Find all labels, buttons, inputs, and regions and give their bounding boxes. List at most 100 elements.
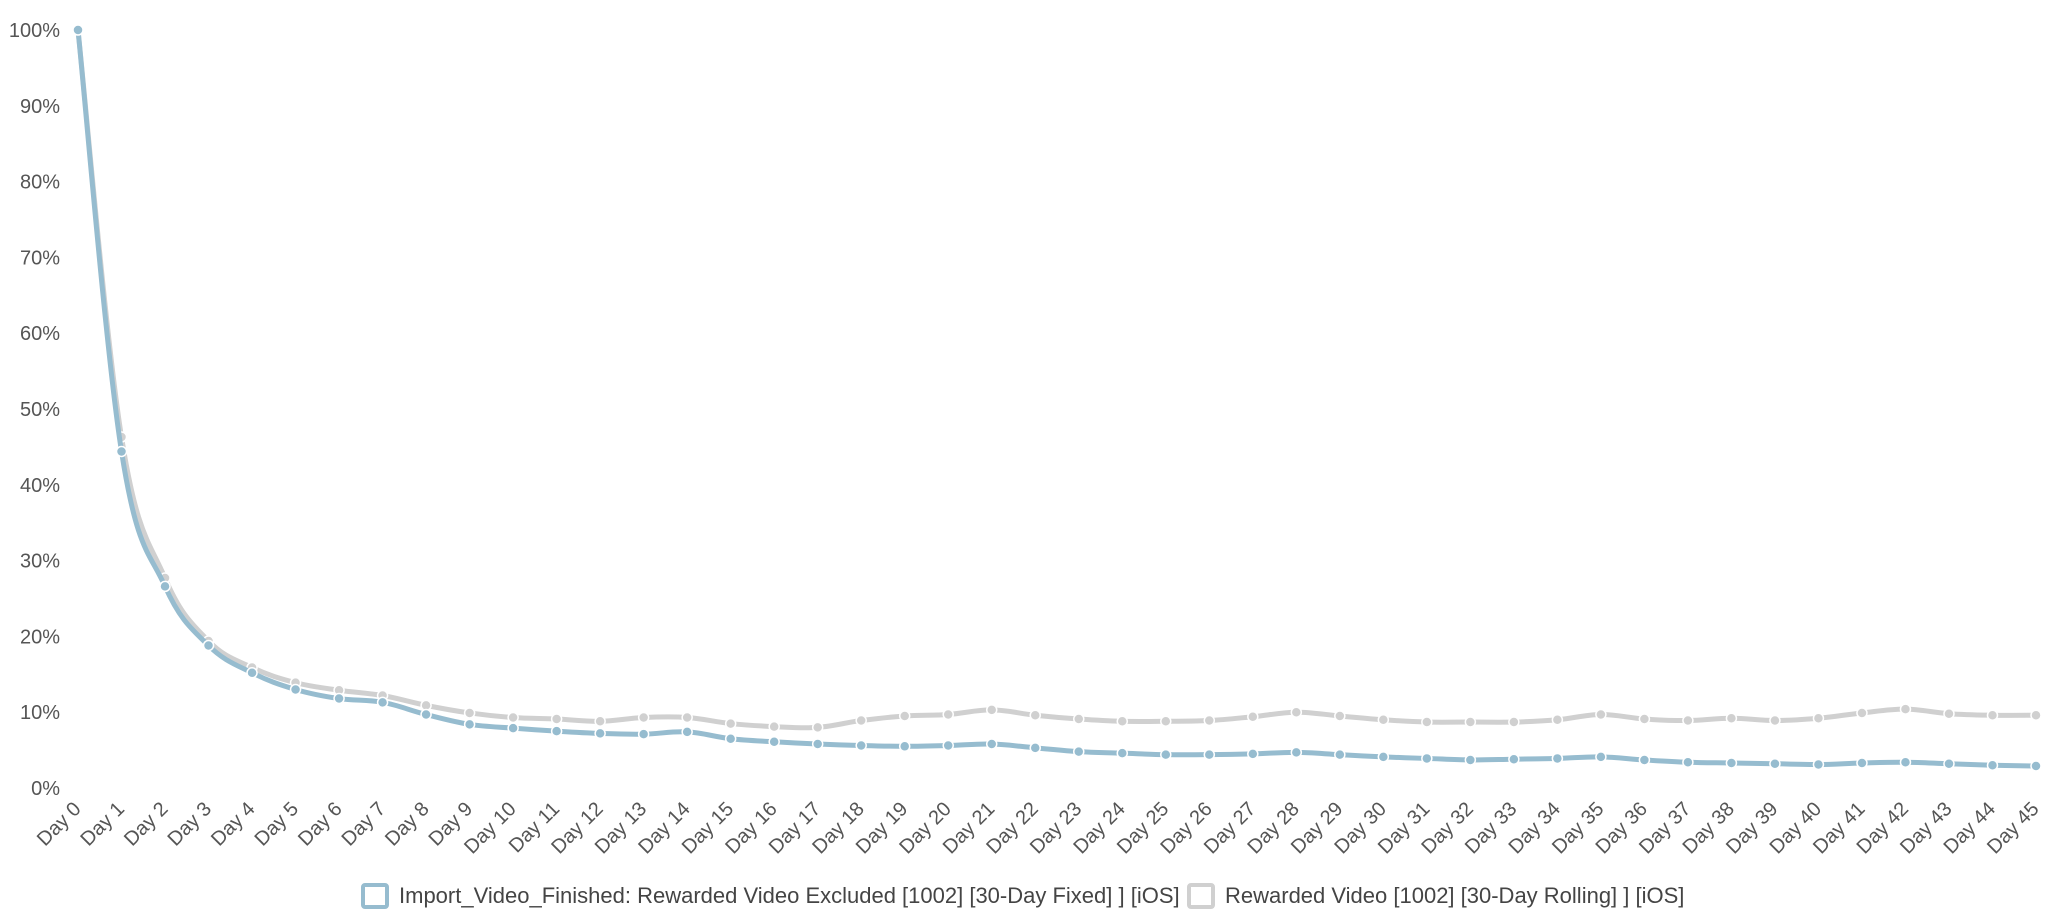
data-point[interactable] (1073, 713, 1085, 725)
data-point[interactable] (1377, 714, 1390, 726)
data-point[interactable] (1334, 748, 1346, 761)
data-point[interactable] (855, 714, 867, 727)
data-point[interactable] (463, 718, 476, 731)
data-point[interactable] (550, 725, 563, 737)
data-point[interactable] (1812, 712, 1825, 725)
data-point[interactable] (681, 726, 693, 738)
data-point[interactable] (159, 580, 171, 593)
data-point[interactable] (1116, 715, 1129, 728)
data-point[interactable] (1464, 716, 1477, 728)
data-point[interactable] (1421, 752, 1433, 765)
y-tick-label: 10% (20, 702, 60, 724)
data-point[interactable] (637, 711, 650, 724)
data-point[interactable] (1682, 756, 1694, 768)
data-point[interactable] (507, 711, 519, 724)
x-tick-label: Day 3 (164, 798, 217, 851)
data-point[interactable] (1551, 752, 1564, 765)
data-point[interactable] (1464, 754, 1477, 766)
data-point[interactable] (724, 717, 737, 730)
data-point[interactable] (1508, 716, 1520, 728)
y-tick-label: 50% (20, 399, 60, 421)
data-point[interactable] (115, 445, 128, 458)
data-point[interactable] (420, 708, 432, 721)
data-point[interactable] (1638, 754, 1651, 766)
data-point[interactable] (1899, 703, 1912, 715)
data-point[interactable] (1725, 712, 1738, 725)
y-tick-label: 20% (20, 626, 60, 648)
data-point[interactable] (985, 738, 998, 750)
data-point[interactable] (942, 708, 954, 721)
data-point[interactable] (1638, 713, 1651, 725)
data-point[interactable] (2030, 760, 2042, 772)
data-point[interactable] (942, 739, 954, 752)
data-point[interactable] (1334, 710, 1346, 722)
data-point[interactable] (768, 736, 780, 748)
data-point[interactable] (1247, 748, 1259, 760)
data-point[interactable] (1203, 748, 1216, 761)
data-point[interactable] (72, 24, 84, 36)
data-point[interactable] (898, 740, 911, 753)
legend: Import_Video_Finished: Rewarded Video Ex… (361, 883, 1684, 909)
data-point[interactable] (1595, 751, 1607, 763)
data-point[interactable] (1073, 745, 1085, 758)
data-point[interactable] (1290, 746, 1303, 759)
data-point[interactable] (594, 727, 606, 740)
legend-item-rolling[interactable]: Rewarded Video [1002] [30-Day Rolling] ]… (1187, 883, 1684, 909)
data-point[interactable] (1682, 714, 1694, 727)
data-point[interactable] (1290, 706, 1303, 718)
data-point[interactable] (1856, 757, 1868, 769)
data-point[interactable] (985, 704, 998, 716)
data-point[interactable] (898, 710, 911, 722)
data-point[interactable] (376, 696, 389, 709)
data-point[interactable] (1769, 714, 1781, 727)
data-point[interactable] (1508, 753, 1520, 765)
data-point[interactable] (1899, 756, 1912, 768)
series-1 (72, 24, 2042, 772)
data-point[interactable] (1986, 709, 1999, 721)
legend-label-fixed: Import_Video_Finished: Rewarded Video Ex… (399, 883, 1180, 908)
y-tick-label: 100% (9, 20, 60, 42)
data-point[interactable] (1943, 757, 1955, 770)
data-point[interactable] (1595, 708, 1607, 721)
data-point[interactable] (681, 711, 693, 724)
data-point[interactable] (1247, 710, 1259, 723)
legend-swatch-rolling (1187, 883, 1215, 909)
data-point[interactable] (289, 683, 302, 696)
data-point[interactable] (811, 738, 824, 750)
data-point[interactable] (811, 721, 824, 734)
data-point[interactable] (507, 722, 519, 734)
data-point[interactable] (1203, 714, 1216, 727)
data-point[interactable] (724, 732, 737, 745)
data-point[interactable] (1943, 707, 1955, 720)
data-point[interactable] (333, 692, 345, 705)
data-point[interactable] (1116, 747, 1129, 759)
data-point[interactable] (246, 667, 258, 679)
data-point[interactable] (2030, 709, 2042, 721)
x-tick-label: Day 8 (381, 798, 434, 851)
data-point[interactable] (1029, 742, 1041, 754)
x-tick-label: Day 0 (33, 798, 86, 851)
data-point[interactable] (202, 639, 215, 652)
data-point[interactable] (1725, 757, 1738, 769)
data-point[interactable] (768, 720, 780, 733)
data-point[interactable] (1986, 759, 1999, 772)
data-point[interactable] (855, 739, 867, 752)
data-point[interactable] (594, 715, 606, 728)
y-tick-label: 30% (20, 551, 60, 573)
data-point[interactable] (1160, 748, 1172, 761)
data-point[interactable] (1160, 715, 1172, 728)
data-point[interactable] (1812, 758, 1825, 771)
data-point[interactable] (1856, 707, 1868, 719)
data-point[interactable] (637, 728, 650, 740)
legend-item-fixed[interactable]: Import_Video_Finished: Rewarded Video Ex… (361, 883, 1180, 909)
data-point[interactable] (1551, 714, 1564, 726)
data-point[interactable] (1421, 716, 1433, 728)
x-tick-label: Day 1 (77, 798, 130, 851)
data-point[interactable] (1769, 757, 1781, 770)
data-point[interactable] (463, 707, 476, 719)
data-point[interactable] (550, 713, 563, 725)
data-point[interactable] (1029, 709, 1041, 721)
data-point[interactable] (1377, 751, 1390, 763)
